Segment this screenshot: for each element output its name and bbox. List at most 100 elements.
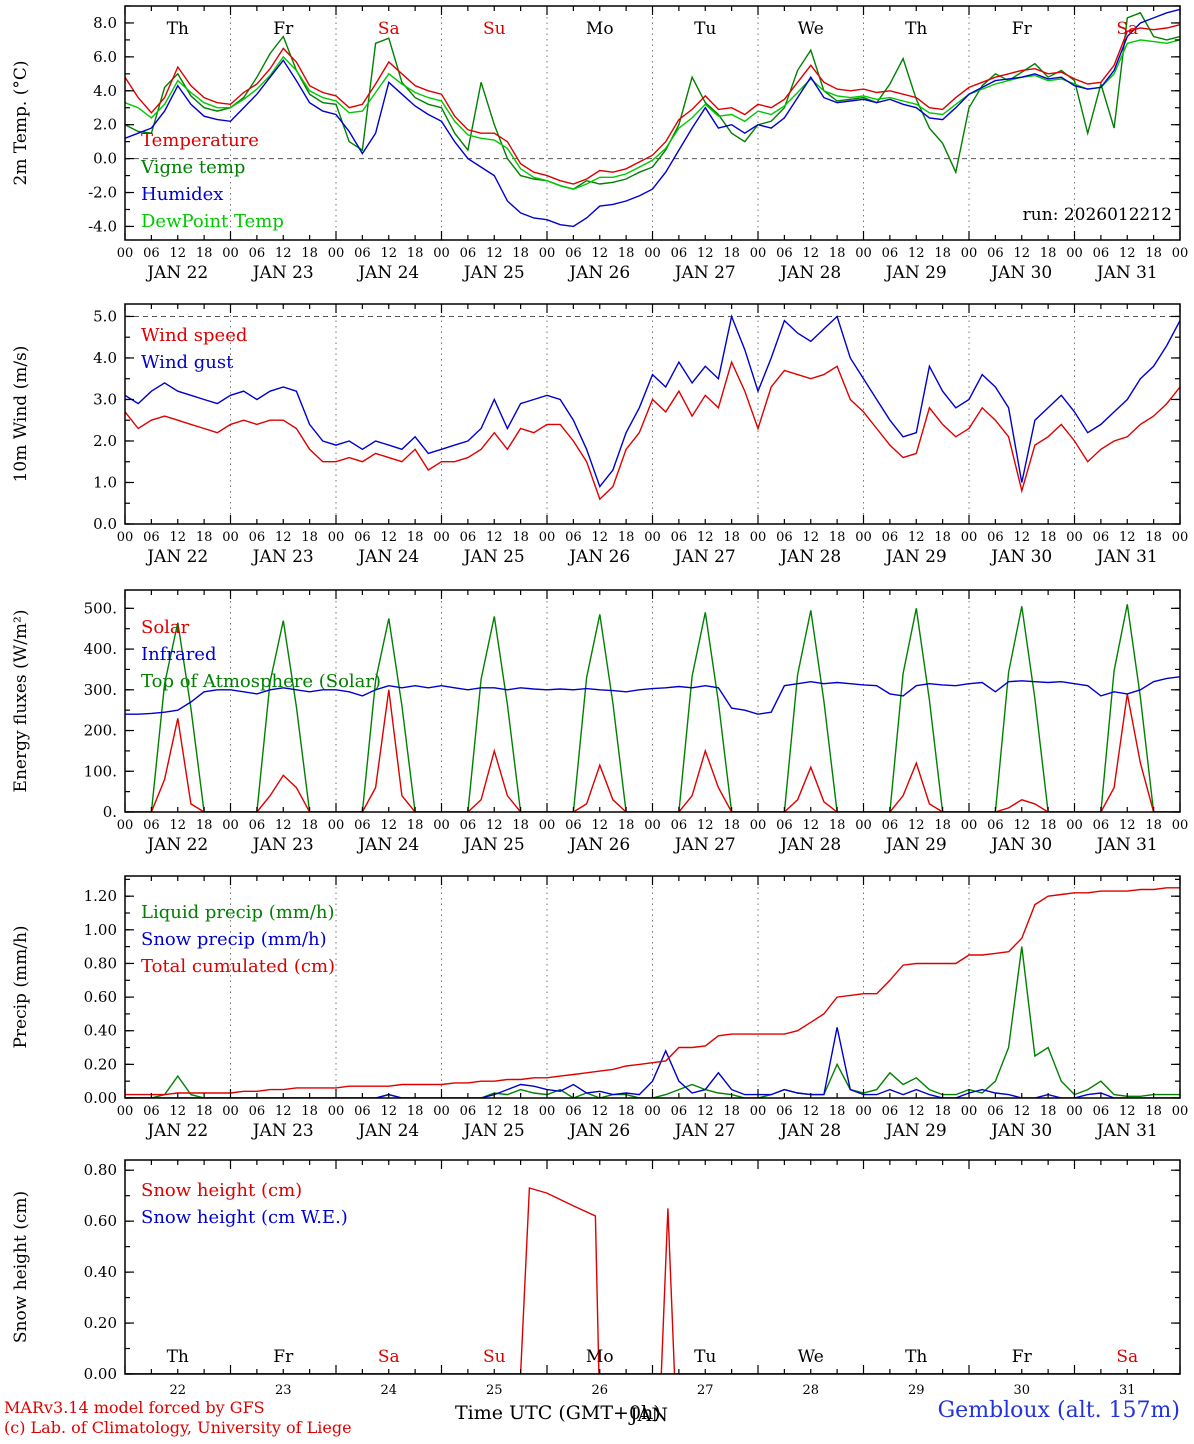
weekday-label: Tu	[694, 1347, 716, 1367]
hour-tick-label: 00	[222, 246, 239, 261]
weekday-label: Tu	[694, 19, 716, 39]
hour-tick-label: 06	[249, 530, 266, 545]
day-label: JAN 25	[462, 1121, 525, 1141]
day-label: JAN 26	[567, 1121, 630, 1141]
hour-tick-label: 06	[565, 246, 582, 261]
y-tick-label: 1.00	[84, 921, 117, 939]
day-label: JAN 27	[673, 547, 736, 567]
y-tick-label: -2.0	[88, 184, 117, 202]
y-tick-label: 8.0	[93, 14, 117, 32]
hour-tick-label: 00	[433, 530, 450, 545]
hour-tick-label: 12	[380, 1104, 397, 1119]
day-label: JAN 22	[145, 263, 208, 283]
legend-solar: Solar	[141, 617, 190, 638]
hour-tick-label: 00	[1066, 818, 1083, 833]
hour-tick-label: 00	[644, 818, 661, 833]
series-wind-gust	[125, 314, 1180, 489]
day-label: JAN 29	[884, 835, 947, 855]
hour-tick-label: 18	[1040, 246, 1057, 261]
hour-tick-label: 12	[908, 530, 925, 545]
hour-tick-label: 06	[882, 818, 899, 833]
hour-tick-label: 06	[354, 1104, 371, 1119]
hour-tick-label: 12	[908, 246, 925, 261]
hour-tick-label: 06	[460, 246, 477, 261]
day-label: JAN 30	[989, 263, 1052, 283]
hour-tick-label: 18	[407, 246, 424, 261]
hour-tick-label: 18	[512, 1104, 529, 1119]
station-label: Gembloux (alt. 157m)	[937, 1398, 1180, 1423]
hour-tick-label: 18	[196, 818, 213, 833]
weekday-label: Sa	[1116, 19, 1138, 39]
hour-tick-label: 00	[539, 530, 556, 545]
hour-tick-label: 18	[301, 246, 318, 261]
hour-tick-label: 18	[1040, 530, 1057, 545]
hour-tick-label: 12	[1119, 1104, 1136, 1119]
y-tick-label: 0.60	[84, 988, 117, 1006]
hour-tick-label: 06	[354, 246, 371, 261]
day-label: JAN 23	[251, 835, 314, 855]
hour-tick-label: 12	[169, 818, 186, 833]
hour-tick-label: 00	[855, 818, 872, 833]
legend-total-cumulated-cm: Total cumulated (cm)	[141, 956, 335, 977]
hour-tick-label: 12	[486, 530, 503, 545]
day-label: JAN 24	[356, 547, 419, 567]
day-label: JAN 25	[462, 263, 525, 283]
y-tick-label: 0.00	[84, 1365, 117, 1383]
day-number-label: 31	[1119, 1383, 1136, 1398]
hour-tick-label: 12	[697, 818, 714, 833]
hour-tick-label: 06	[671, 530, 688, 545]
day-label: JAN 26	[567, 547, 630, 567]
weekday-label: Mo	[586, 1347, 614, 1367]
y-axis-title: Precip (mm/h)	[11, 925, 31, 1048]
hour-tick-label: 00	[117, 530, 134, 545]
y-tick-label: 0.60	[84, 1212, 117, 1230]
hour-tick-label: 06	[1093, 818, 1110, 833]
hour-tick-label: 12	[275, 246, 292, 261]
series-solar	[125, 689, 1180, 812]
y-tick-label: 0.00	[84, 1089, 117, 1107]
hour-tick-label: 06	[987, 1104, 1004, 1119]
hour-tick-label: 06	[776, 1104, 793, 1119]
day-label: JAN 29	[884, 1121, 947, 1141]
y-axis-title: Snow height (cm)	[11, 1191, 31, 1343]
hour-tick-label: 18	[1145, 246, 1162, 261]
day-label: JAN 23	[251, 263, 314, 283]
weekday-label: Su	[483, 1347, 506, 1367]
hour-tick-label: 18	[407, 530, 424, 545]
legend-snow-height-cm: Snow height (cm)	[141, 1180, 302, 1201]
weekday-label: Su	[483, 19, 506, 39]
hour-tick-label: 00	[328, 246, 345, 261]
legend-temperature: Temperature	[141, 130, 259, 151]
hour-tick-label: 00	[328, 818, 345, 833]
hour-tick-label: 18	[196, 1104, 213, 1119]
day-label: JAN 24	[356, 1121, 419, 1141]
hour-tick-label: 18	[618, 530, 635, 545]
day-label: JAN 27	[673, 1121, 736, 1141]
hour-tick-label: 06	[249, 818, 266, 833]
hour-tick-label: 00	[961, 530, 978, 545]
weekday-label: Sa	[378, 19, 400, 39]
hour-tick-label: 18	[1145, 1104, 1162, 1119]
hour-tick-label: 12	[169, 246, 186, 261]
panel-energy-fluxes-w-m: 00 06 12 18 00 06 12 18 00 06 12 18 00 06 12 18 00 06 12 18…	[11, 589, 1188, 855]
hour-tick-label: 06	[671, 1104, 688, 1119]
hour-tick-label: 12	[697, 246, 714, 261]
hour-tick-label: 12	[697, 1104, 714, 1119]
panel-10m-wind-m-s: 00 06 12 18 00 06 12 18 00 06 12 18 00 06 12 18 00 06 12 18…	[11, 303, 1188, 567]
legend-top-of-atmosphere-solar: Top of Atmosphere (Solar)	[141, 671, 381, 692]
hour-tick-label: 18	[512, 530, 529, 545]
day-label: JAN 24	[356, 263, 419, 283]
hour-tick-label: 12	[486, 246, 503, 261]
hour-tick-label: 12	[591, 818, 608, 833]
day-number-label: 29	[908, 1383, 925, 1398]
weekday-label: Sa	[378, 1347, 400, 1367]
y-axis-title: Energy fluxes (W/m²)	[11, 610, 31, 793]
hour-tick-label: 00	[1172, 1104, 1189, 1119]
y-tick-label: 0.40	[84, 1022, 117, 1040]
hour-tick-label: 00	[539, 1104, 556, 1119]
day-label: JAN 25	[462, 835, 525, 855]
hour-tick-label: 12	[380, 246, 397, 261]
hour-tick-label: 12	[1013, 818, 1030, 833]
weekday-label: Th	[167, 19, 189, 39]
day-label: JAN 30	[989, 1121, 1052, 1141]
